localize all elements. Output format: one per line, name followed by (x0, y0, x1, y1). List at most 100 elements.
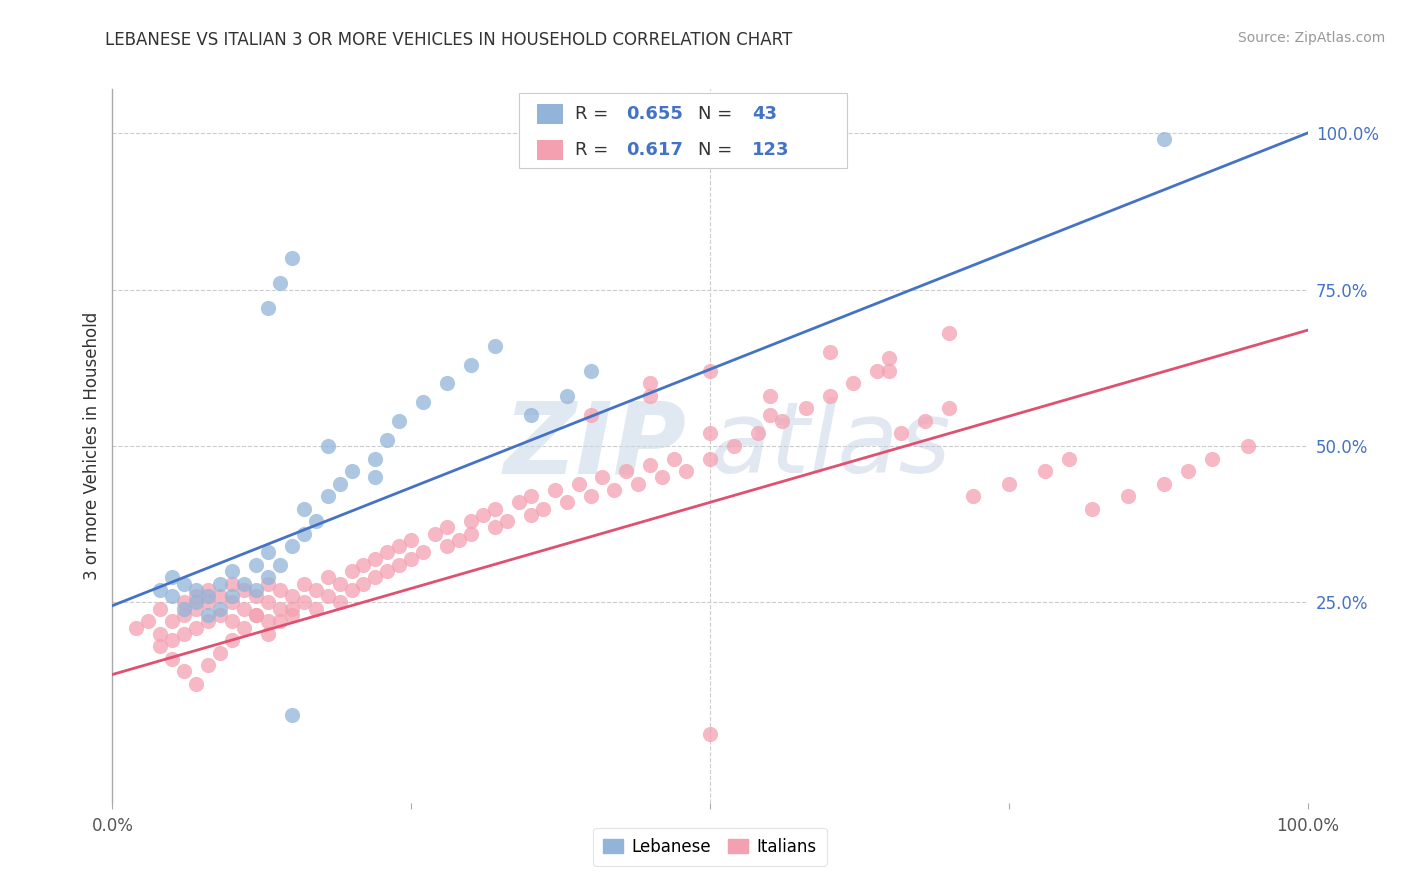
Italians (305, 601, 328, 615)
Italians (699, 426, 721, 441)
Text: 0.617: 0.617 (627, 141, 683, 159)
Italians (627, 476, 650, 491)
Italians (914, 414, 936, 428)
Italians (257, 595, 280, 609)
Lebanese (520, 408, 543, 422)
Italians (1177, 464, 1199, 478)
Italians (555, 495, 578, 509)
Italians (484, 501, 506, 516)
Italians (329, 576, 352, 591)
Lebanese (269, 558, 291, 572)
Italians (723, 439, 745, 453)
Italians (173, 595, 195, 609)
Lebanese (329, 476, 352, 491)
Italians (436, 539, 458, 553)
Italians (281, 589, 304, 603)
Italians (699, 727, 721, 741)
Italians (305, 582, 328, 597)
Italians (879, 351, 901, 366)
Italians (520, 508, 543, 522)
Lebanese (436, 376, 458, 391)
Y-axis label: 3 or more Vehicles in Household: 3 or more Vehicles in Household (83, 312, 101, 580)
Italians (257, 614, 280, 628)
Lebanese (364, 470, 387, 484)
Italians (938, 401, 960, 416)
Italians (377, 545, 399, 559)
Italians (197, 595, 219, 609)
Italians (245, 589, 267, 603)
Text: R =: R = (575, 105, 614, 123)
Italians (998, 476, 1021, 491)
Lebanese (162, 589, 183, 603)
Lebanese (173, 601, 195, 615)
Lebanese (484, 339, 506, 353)
Italians (651, 470, 673, 484)
Italians (257, 627, 280, 641)
Italians (496, 514, 519, 528)
Italians (388, 539, 411, 553)
Italians (436, 520, 458, 534)
Text: R =: R = (575, 141, 614, 159)
Italians (640, 458, 662, 472)
Lebanese (245, 582, 267, 597)
Lebanese (233, 576, 256, 591)
Text: N =: N = (699, 105, 738, 123)
Italians (388, 558, 411, 572)
Italians (329, 595, 352, 609)
Italians (1057, 451, 1080, 466)
Italians (125, 621, 148, 635)
Lebanese (221, 564, 243, 578)
Italians (938, 326, 960, 341)
Lebanese (197, 589, 219, 603)
Italians (197, 658, 219, 673)
Italians (221, 576, 243, 591)
Lebanese (209, 576, 232, 591)
Italians (316, 589, 339, 603)
Italians (173, 607, 195, 622)
Italians (460, 514, 482, 528)
Lebanese (257, 545, 280, 559)
Italians (447, 533, 470, 547)
Legend: Lebanese, Italians: Lebanese, Italians (593, 828, 827, 866)
Italians (616, 464, 638, 478)
Italians (269, 601, 291, 615)
Lebanese (555, 389, 578, 403)
Italians (186, 677, 208, 691)
Italians (173, 665, 195, 679)
Italians (890, 426, 912, 441)
Text: N =: N = (699, 141, 738, 159)
Italians (352, 558, 374, 572)
Italians (352, 576, 374, 591)
Italians (1153, 476, 1175, 491)
Italians (1033, 464, 1056, 478)
Italians (186, 621, 208, 635)
Italians (233, 601, 256, 615)
Lebanese (340, 464, 363, 478)
Italians (401, 551, 423, 566)
Lebanese (221, 589, 243, 603)
Italians (292, 595, 315, 609)
Italians (1201, 451, 1223, 466)
Italians (1237, 439, 1260, 453)
Italians (209, 589, 232, 603)
Italians (520, 489, 543, 503)
Italians (197, 614, 219, 628)
Lebanese (292, 501, 315, 516)
Italians (401, 533, 423, 547)
Italians (472, 508, 495, 522)
Italians (640, 376, 662, 391)
Italians (640, 389, 662, 403)
Lebanese (209, 601, 232, 615)
Lebanese (305, 514, 328, 528)
Lebanese (257, 301, 280, 316)
Lebanese (316, 439, 339, 453)
Italians (233, 621, 256, 635)
Italians (209, 607, 232, 622)
Italians (340, 582, 363, 597)
Italians (364, 551, 387, 566)
Lebanese (281, 708, 304, 723)
Lebanese (162, 570, 183, 584)
Italians (149, 627, 172, 641)
Italians (138, 614, 160, 628)
Italians (281, 601, 304, 615)
